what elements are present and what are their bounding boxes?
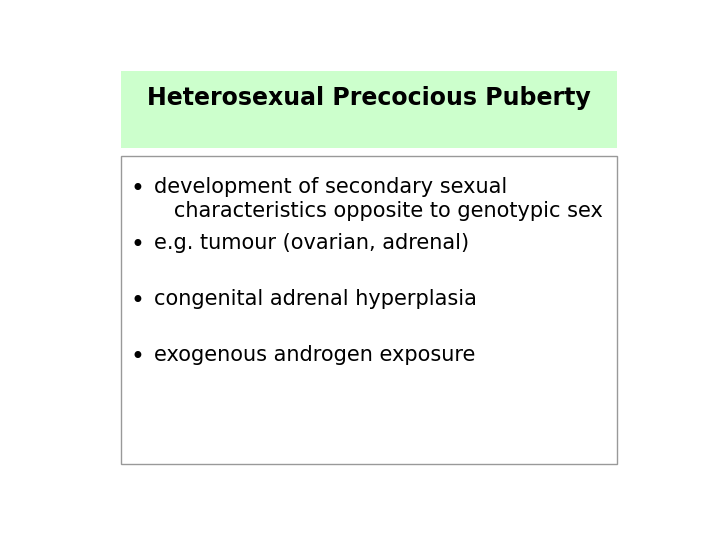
Text: development of secondary sexual
   characteristics opposite to genotypic sex: development of secondary sexual characte… — [154, 177, 603, 221]
Text: •: • — [130, 177, 145, 201]
Text: •: • — [130, 289, 145, 313]
Bar — [121, 156, 617, 464]
Text: Heterosexual Precocious Puberty: Heterosexual Precocious Puberty — [147, 86, 591, 110]
Text: •: • — [130, 346, 145, 369]
Text: e.g. tumour (ovarian, adrenal): e.g. tumour (ovarian, adrenal) — [154, 233, 469, 253]
Bar — [121, 71, 617, 148]
Text: •: • — [130, 233, 145, 257]
Text: exogenous androgen exposure: exogenous androgen exposure — [154, 346, 475, 366]
Text: congenital adrenal hyperplasia: congenital adrenal hyperplasia — [154, 289, 477, 309]
